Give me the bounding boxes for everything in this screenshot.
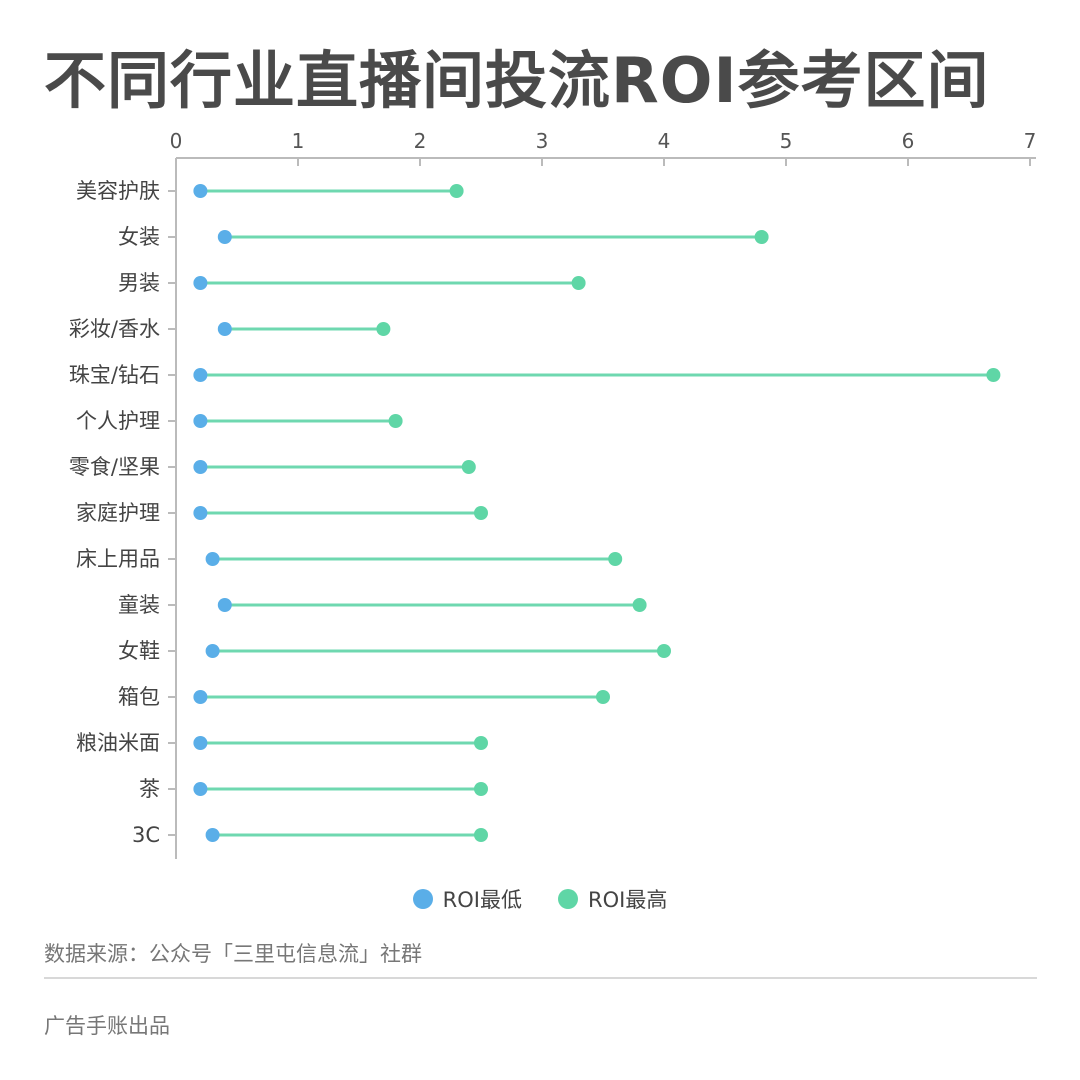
category-label: 零食/坚果 <box>69 455 160 479</box>
range-dot-chart: 0 1 2 3 4 5 6 7 美容护肤女装男装彩妆/香水珠宝/钻石个人护理零食/坚果家庭护理床… <box>69 129 1037 859</box>
legend: ROI最低 ROI最高 <box>0 884 1080 914</box>
roi-min-dot <box>217 230 232 244</box>
category-label: 粮油米面 <box>76 731 160 755</box>
category-label: 箱包 <box>118 685 160 709</box>
category-label: 3C <box>132 823 160 847</box>
category-label: 个人护理 <box>76 409 160 433</box>
category-label: 家庭护理 <box>76 501 160 525</box>
category-label: 珠宝/钻石 <box>69 363 160 387</box>
roi-max-dot <box>632 598 647 612</box>
roi-max-dot <box>474 736 488 750</box>
roi-max-dot <box>986 368 1001 382</box>
roi-min-dot <box>193 276 208 290</box>
category-label: 床上用品 <box>76 547 160 571</box>
roi-max-dot <box>754 230 769 244</box>
legend-item-max[interactable]: ROI最高 <box>558 884 667 914</box>
x-tick-label: 2 <box>414 129 427 153</box>
category-label: 美容护肤 <box>76 179 160 203</box>
roi-max-dot <box>474 506 488 520</box>
legend-item-min[interactable]: ROI最低 <box>412 884 522 914</box>
x-tick-label: 4 <box>658 129 671 153</box>
roi-max-dot <box>449 184 464 198</box>
x-tick-label: 0 <box>170 129 183 153</box>
roi-max-dot <box>474 828 488 842</box>
footer-credit: 广告手账出品 <box>44 1014 170 1038</box>
roi-max-dot <box>657 644 671 658</box>
roi-min-dot <box>205 828 220 842</box>
category-label: 女装 <box>118 225 160 249</box>
x-tick-label: 5 <box>780 129 793 153</box>
roi-max-dot <box>388 414 403 428</box>
roi-min-dot <box>193 736 208 750</box>
legend-max-marker-icon <box>558 889 578 909</box>
roi-max-dot <box>596 690 610 704</box>
roi-min-dot <box>193 368 208 382</box>
roi-min-dot <box>193 782 208 796</box>
roi-min-dot <box>193 506 208 520</box>
roi-max-dot <box>474 782 488 796</box>
category-label: 女鞋 <box>118 639 160 663</box>
roi-max-dot <box>461 460 476 474</box>
roi-min-dot <box>205 552 220 566</box>
roi-min-dot <box>193 184 208 198</box>
roi-min-dot <box>193 690 208 704</box>
category-label: 茶 <box>139 777 160 801</box>
roi-max-dot <box>376 322 391 336</box>
category-label: 童装 <box>118 593 160 617</box>
roi-max-dot <box>608 552 623 566</box>
legend-label-max: ROI最高 <box>588 888 668 912</box>
x-tick-label: 1 <box>292 129 305 153</box>
x-tick-label: 3 <box>536 129 549 153</box>
x-tick-label: 6 <box>902 129 915 153</box>
divider <box>44 977 1037 979</box>
roi-min-dot <box>193 414 208 428</box>
legend-min-marker-icon <box>412 889 433 909</box>
roi-min-dot <box>193 460 208 474</box>
x-tick-label: 7 <box>1024 129 1037 153</box>
data-source-note: 数据来源：公众号「三里屯信息流」社群 <box>44 942 422 966</box>
category-label: 彩妆/香水 <box>69 317 160 341</box>
chart-title: 不同行业直播间投流ROI参考区间 <box>44 44 990 117</box>
roi-min-dot <box>217 322 232 336</box>
category-label: 男装 <box>118 271 160 295</box>
roi-min-dot <box>217 598 232 612</box>
roi-max-dot <box>571 276 586 290</box>
legend-label-min: ROI最低 <box>442 888 522 912</box>
roi-min-dot <box>205 644 220 658</box>
